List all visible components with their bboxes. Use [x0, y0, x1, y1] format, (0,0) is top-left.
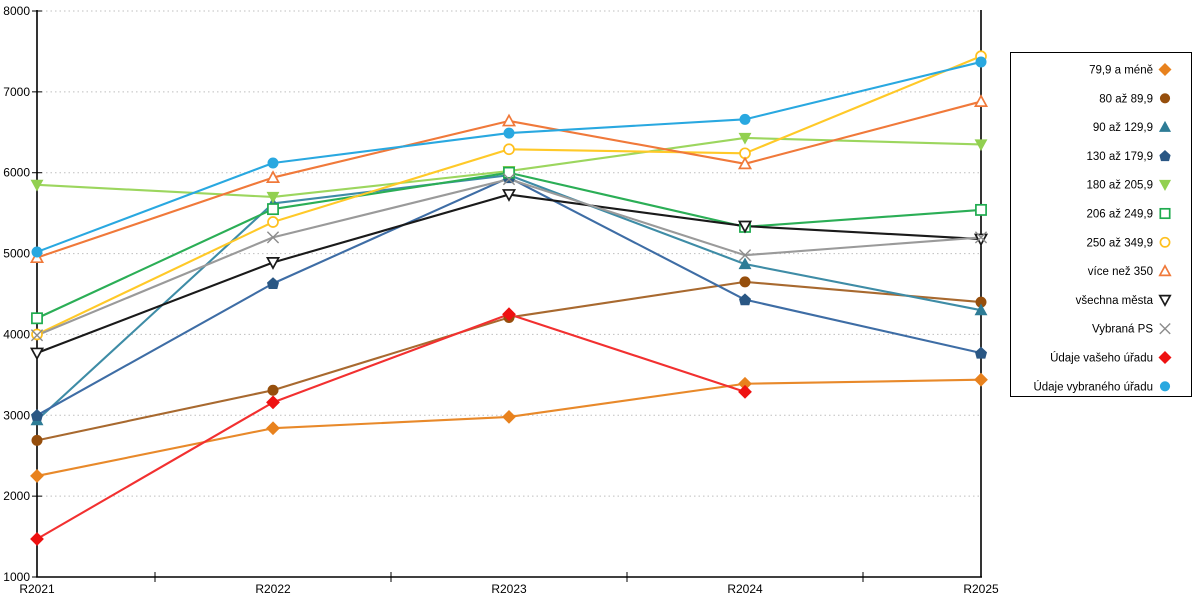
data-point-marker [1159, 150, 1171, 162]
legend-box [1010, 52, 1192, 397]
legend-item-label: 90 až 129,9 [1093, 122, 1153, 134]
data-point-marker [265, 257, 281, 270]
legend-item-label: Údaje vašeho úřadu [1050, 352, 1153, 365]
data-point-marker [1158, 294, 1172, 307]
data-point-marker [29, 347, 45, 361]
data-point-marker [30, 329, 44, 342]
data-point-marker [739, 276, 751, 288]
data-point-marker [502, 409, 516, 424]
data-point-marker [739, 113, 751, 125]
legend-item-label: více než 350 [1088, 266, 1153, 278]
legend-item-label: 180 až 205,9 [1086, 180, 1153, 192]
data-point-marker [502, 307, 516, 322]
data-point-marker [975, 56, 987, 68]
data-point-marker [266, 395, 280, 410]
x-axis-label: R2023 [491, 582, 527, 596]
data-point-marker [266, 421, 280, 436]
data-point-marker [31, 434, 43, 446]
y-axis-label: 2000 [3, 489, 30, 503]
data-point-marker [267, 216, 279, 228]
data-point-marker [31, 246, 43, 258]
data-point-marker [1158, 264, 1172, 277]
data-point-marker [1159, 381, 1171, 392]
data-point-marker [501, 113, 517, 127]
x-axis-label: R2021 [19, 582, 55, 596]
data-point-marker [974, 303, 988, 316]
data-point-marker [973, 94, 989, 108]
series-line [36, 60, 982, 253]
data-point-marker [501, 189, 517, 202]
legend-item-label: 80 až 89,9 [1099, 93, 1153, 105]
data-point-marker [1159, 207, 1171, 220]
y-axis-label: 5000 [3, 247, 30, 261]
x-axis-label: R2022 [255, 582, 291, 596]
data-point-marker [502, 173, 516, 186]
data-point-marker [30, 179, 44, 192]
data-point-marker [31, 409, 43, 421]
series-line [36, 378, 982, 477]
data-point-marker [267, 157, 279, 169]
y-axis-label: 4000 [3, 327, 30, 341]
data-point-marker [1159, 93, 1171, 104]
y-axis-label: 7000 [3, 85, 30, 99]
data-point-marker [738, 257, 752, 270]
series-line [36, 176, 982, 417]
data-point-marker [267, 384, 279, 396]
data-point-marker [1158, 179, 1172, 191]
series-line [36, 193, 982, 355]
y-axis-label: 8000 [3, 4, 30, 18]
legend-item-label: 79,9 a méně [1089, 65, 1153, 77]
data-point-marker [975, 346, 987, 359]
x-axis-label: R2025 [963, 582, 999, 596]
data-point-marker [1158, 120, 1172, 132]
x-axis-label: R2024 [727, 582, 763, 596]
data-point-marker [974, 139, 988, 152]
data-point-marker [738, 249, 752, 262]
data-point-marker [267, 277, 279, 290]
data-point-marker [974, 372, 988, 387]
data-point-marker [1158, 350, 1172, 365]
data-point-marker [30, 532, 44, 546]
data-point-marker [738, 132, 752, 145]
data-point-marker [739, 293, 751, 306]
data-point-marker [503, 127, 515, 139]
legend-item-label: všechna města [1076, 295, 1154, 307]
data-point-marker [1159, 236, 1171, 248]
y-axis-label: 1000 [3, 570, 30, 584]
data-point-marker [974, 231, 988, 244]
data-point-marker [738, 384, 752, 399]
data-point-marker [1158, 62, 1172, 77]
data-point-marker [503, 143, 515, 156]
data-point-marker [266, 231, 280, 244]
y-axis-label: 6000 [3, 166, 30, 180]
legend-item-label: Údaje vybraného úřadu [1033, 380, 1153, 393]
data-point-marker [975, 203, 987, 216]
series-line [36, 313, 746, 540]
legend-item-label: 250 až 349,9 [1086, 237, 1153, 249]
data-point-marker [267, 203, 279, 216]
data-point-marker [266, 191, 280, 204]
legend-item-label: Vybraná PS [1092, 324, 1153, 336]
data-point-marker [737, 220, 753, 234]
legend-item-label: 130 až 179,9 [1086, 151, 1153, 163]
data-point-marker [30, 469, 44, 483]
data-point-marker [503, 166, 515, 179]
data-point-marker [1159, 323, 1171, 335]
data-point-marker [265, 170, 281, 184]
y-axis-label: 3000 [3, 408, 30, 422]
legend-item-label: 206 až 249,9 [1086, 209, 1153, 221]
data-point-marker [737, 156, 753, 170]
data-point-marker [31, 312, 43, 325]
